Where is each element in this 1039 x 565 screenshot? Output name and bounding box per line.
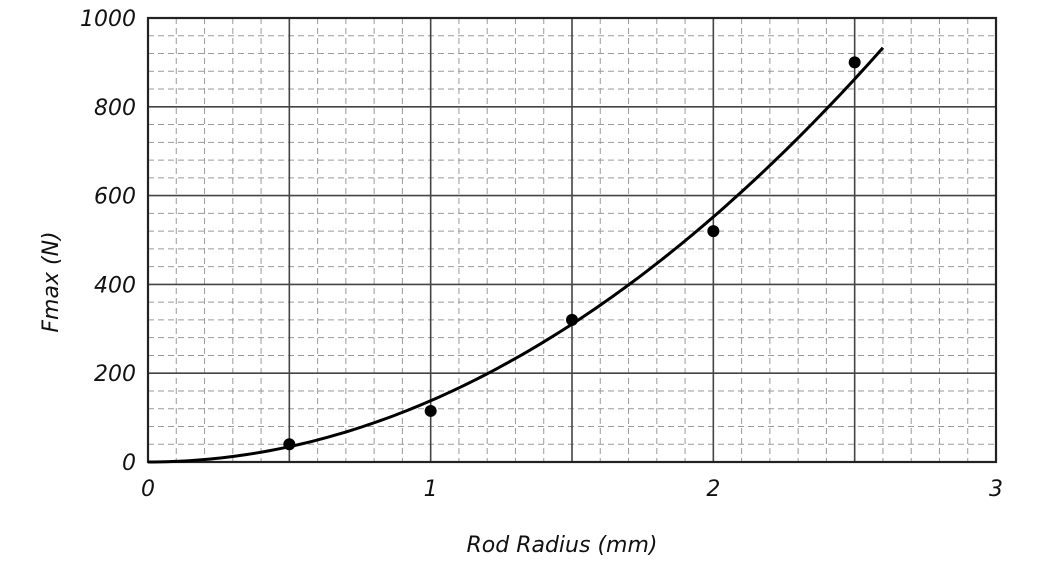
data-point: [424, 404, 437, 417]
y-tick-labels: 0 200 400 600 800 1000: [80, 7, 136, 476]
fit-curve: [147, 46, 885, 464]
data-point: [707, 225, 720, 238]
y-tick-label: 200: [94, 362, 136, 387]
x-tick-label: 1: [424, 477, 438, 502]
y-tick-label: 1000: [80, 7, 136, 32]
data-point: [283, 438, 296, 451]
grid: [148, 18, 996, 462]
data-point: [848, 56, 861, 69]
x-tick-label: 0: [141, 477, 155, 502]
y-tick-label: 800: [94, 96, 136, 121]
plot-frame: [146, 16, 998, 464]
x-tick-labels: 0 1 2 3: [141, 477, 1003, 502]
data-points: [283, 56, 861, 451]
x-tick-label: 3: [989, 477, 1003, 502]
x-axis-title: Rod Radius (mm): [467, 533, 658, 558]
y-tick-label: 400: [94, 273, 136, 298]
x-tick-label: 2: [706, 477, 720, 502]
y-tick-label: 0: [122, 451, 136, 476]
data-point: [566, 313, 578, 326]
y-tick-label: 600: [94, 185, 136, 210]
y-axis-title: Fmax (N): [39, 231, 64, 332]
